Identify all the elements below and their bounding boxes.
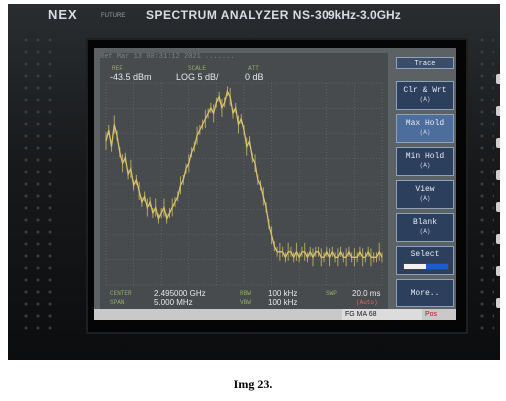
softkey-sublabel: (A) — [419, 162, 431, 169]
softkey-min-hold[interactable]: Min Hold (A) — [396, 147, 454, 176]
softkey-label: View — [415, 185, 435, 194]
softkey-sublabel: (A) — [419, 195, 431, 202]
softkey-select[interactable]: Select — [396, 246, 454, 275]
spectrum-plot — [100, 53, 388, 319]
att-label: ATT — [248, 65, 259, 72]
rbw-label: RBW — [240, 290, 251, 297]
side-button[interactable] — [496, 298, 500, 308]
softkey-more[interactable]: More.. — [396, 279, 454, 307]
select-toggle[interactable] — [403, 263, 449, 270]
scale-value: LOG 5 dB/ — [176, 72, 219, 82]
side-button[interactable] — [496, 138, 500, 148]
status-bar-pos: Pos — [425, 311, 438, 318]
status-bar-left — [94, 309, 342, 320]
softkey-clear-write[interactable]: Clr & Wrt (A) — [396, 81, 454, 110]
ref-level-value: -43.5 dBm — [110, 72, 152, 82]
side-button[interactable] — [496, 202, 500, 212]
softkey-sublabel: (A) — [419, 228, 431, 235]
side-button[interactable] — [496, 106, 500, 116]
softkey-menu-title: Trace — [396, 57, 454, 69]
select-toggle-knob — [426, 264, 448, 269]
side-button[interactable] — [496, 170, 500, 180]
softkey-label: Select — [410, 250, 440, 259]
speaker-grille-left — [20, 34, 56, 334]
span-label: SPAN — [110, 299, 125, 306]
speaker-grille-right — [476, 34, 494, 334]
sweep-mode: (Auto) — [356, 299, 378, 306]
scale-label: SCALE — [188, 65, 207, 72]
frequency-range: 9kHz-3.0GHz — [328, 8, 401, 22]
status-bar-mode: FG MA 68 — [342, 309, 422, 320]
measurement-settings: CENTER 2.495000 GHz SPAN 5.000 MHz RBW 1… — [100, 289, 388, 308]
center-label: CENTER — [110, 290, 132, 297]
side-button[interactable] — [496, 234, 500, 244]
softkey-label: Clr & Wrt — [403, 86, 447, 95]
status-bar: FG MA 68 Pos — [94, 309, 456, 320]
attenuation-value: 0 dB — [245, 72, 264, 82]
vbw-label: VBW — [240, 299, 251, 306]
rbw-value: 100 kHz — [268, 289, 298, 298]
spectrum-graph — [105, 82, 383, 286]
center-frequency-value: 2.495000 GHz — [154, 289, 206, 298]
softkey-label: Blank — [412, 218, 437, 227]
ref-label: REF — [112, 65, 123, 72]
softkey-label: More.. — [410, 289, 440, 298]
softkey-blank[interactable]: Blank (A) — [396, 213, 454, 242]
brand-bar: NEX FUTURE SPECTRUM ANALYZER NS-30 9kHz-… — [8, 4, 500, 26]
vbw-value: 100 kHz — [268, 298, 298, 307]
date-status-line: Ref Mar 13 00:31:12 2021 ....... — [100, 53, 235, 61]
softkey-sublabel: (A) — [419, 96, 431, 103]
spectrum-trace — [105, 89, 383, 259]
side-button[interactable] — [496, 266, 500, 276]
instrument-photo: NEX FUTURE SPECTRUM ANALYZER NS-30 9kHz-… — [8, 4, 500, 360]
softkey-sublabel: (A) — [419, 129, 431, 136]
softkey-label: Min Hold — [405, 152, 445, 161]
softkey-panel: Trace Clr & Wrt (A) Max Hold (A) Min Hol… — [396, 57, 456, 307]
brand-logo: NEX — [48, 7, 78, 22]
softkey-max-hold[interactable]: Max Hold (A) — [396, 114, 454, 143]
softkey-view[interactable]: View (A) — [396, 180, 454, 209]
softkey-label: Max Hold — [405, 119, 445, 128]
side-button[interactable] — [496, 74, 500, 84]
sweep-label: SWP — [326, 290, 337, 297]
device-model: SPECTRUM ANALYZER NS-30 — [146, 8, 330, 22]
brand-sub-logo: FUTURE — [101, 13, 126, 19]
side-button-tabs — [496, 74, 500, 334]
sweep-time-value: 20.0 ms — [352, 289, 381, 298]
image-caption: Img 23. — [233, 377, 273, 391]
span-value: 5.000 MHz — [154, 298, 193, 307]
